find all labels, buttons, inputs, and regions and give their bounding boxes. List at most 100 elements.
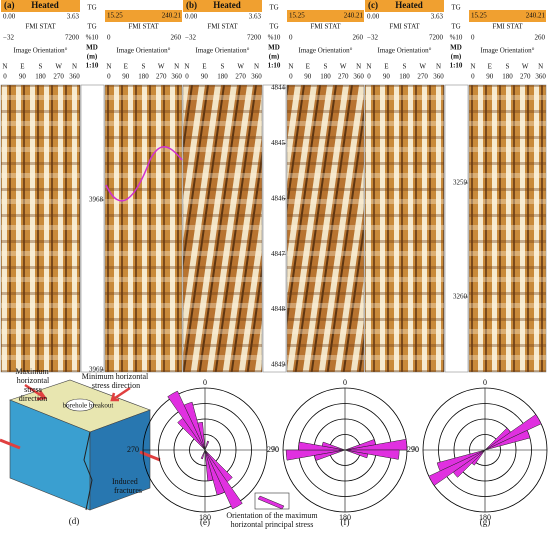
depth-label: 3969 xyxy=(89,366,104,374)
rose-petal xyxy=(484,414,542,451)
depth-label: 4845 xyxy=(271,139,286,147)
direction: S xyxy=(221,63,225,71)
depth-label: 3259 xyxy=(453,179,468,187)
degree: 90 xyxy=(201,73,209,81)
range-max: 7200 xyxy=(429,34,444,42)
rose-petal xyxy=(314,449,346,461)
header-bar xyxy=(469,10,546,22)
track-code: TG xyxy=(269,23,278,31)
rose-petal xyxy=(204,449,233,483)
degree: 360 xyxy=(433,73,444,81)
panel-label: (b) xyxy=(186,0,197,10)
direction: N xyxy=(470,63,475,71)
degree: 180 xyxy=(502,73,513,81)
range-min: −32 xyxy=(3,34,14,42)
tool-name: FMI STAT xyxy=(492,23,523,31)
track-code: TG xyxy=(269,4,278,12)
track-code: TG xyxy=(87,4,96,12)
track-title: Heated xyxy=(31,0,59,10)
degree: 0 xyxy=(185,73,189,81)
range-min: −32 xyxy=(367,34,378,42)
degree: 0 xyxy=(3,73,7,81)
scale-max: 240.21 xyxy=(344,12,364,20)
rose-petal xyxy=(177,417,206,451)
rose-petal xyxy=(167,390,206,451)
legend-box xyxy=(254,492,290,510)
depth-label: 4846 xyxy=(271,194,286,202)
rose-tick: 90 xyxy=(411,445,419,454)
direction: E xyxy=(488,63,492,71)
panel-label: (f) xyxy=(341,517,350,527)
degree: 270 xyxy=(53,73,64,81)
direction: E xyxy=(384,63,388,71)
rose-petal xyxy=(204,449,225,496)
rose-tick: 90 xyxy=(271,445,279,454)
block-side xyxy=(89,409,151,511)
direction: N xyxy=(174,63,179,71)
md-label: MD xyxy=(86,44,98,52)
degree: 360 xyxy=(171,73,182,81)
rose-petal xyxy=(204,440,210,451)
md-label: (m) xyxy=(451,53,462,61)
degree: 0 xyxy=(367,73,371,81)
rose-petal xyxy=(428,449,486,486)
track-unit: %10 xyxy=(86,34,99,42)
min-stress-label: Minimum horizontal stress direction xyxy=(82,372,149,390)
range-max: 260 xyxy=(535,34,546,42)
bedding-overlay xyxy=(183,85,262,372)
legend-petal xyxy=(257,495,285,510)
rose-petal xyxy=(344,439,376,451)
track-code: TG xyxy=(451,4,460,12)
scale-min: 15.25 xyxy=(471,12,487,20)
tool-name: FMI STAT xyxy=(310,23,341,31)
track-title: Heated xyxy=(213,0,241,10)
direction: S xyxy=(39,63,43,71)
rose-tick: 0 xyxy=(343,378,347,387)
rose-petal xyxy=(344,449,369,459)
legend-text: Orientation of the maximum xyxy=(226,511,318,520)
direction: W xyxy=(522,63,529,71)
range-max: 260 xyxy=(171,34,182,42)
bedding-overlay xyxy=(287,85,364,372)
degree: 90 xyxy=(383,73,391,81)
rose-petal xyxy=(183,401,206,451)
borehole xyxy=(65,398,95,412)
fracture xyxy=(83,431,93,511)
rose-petal xyxy=(484,427,511,451)
direction: N xyxy=(72,63,77,71)
track-code: TG xyxy=(451,23,460,31)
arrow-front xyxy=(0,438,21,450)
degree: 180 xyxy=(320,73,331,81)
direction: E xyxy=(124,63,128,71)
track-title: Heated xyxy=(395,0,423,10)
direction: E xyxy=(306,63,310,71)
depth-label: 4844 xyxy=(271,84,286,92)
scale-max: 3.63 xyxy=(431,13,444,21)
direction: N xyxy=(184,63,189,71)
rose-petal xyxy=(200,449,206,460)
fractures-label: Induced fractures xyxy=(112,477,142,495)
tool-name: FMI STAT xyxy=(207,23,238,31)
depth-label: 3260 xyxy=(453,293,468,301)
direction: W xyxy=(419,63,426,71)
scale-max: 240.21 xyxy=(526,12,546,20)
md-label: 1:10 xyxy=(268,62,281,70)
scale-min: 15.25 xyxy=(107,12,123,20)
direction: S xyxy=(324,63,328,71)
header-bar xyxy=(105,10,182,22)
direction: W xyxy=(158,63,165,71)
max-stress-label: Maximum horizontal stress direction xyxy=(15,367,50,403)
direction: N xyxy=(254,63,259,71)
degree: 90 xyxy=(486,73,494,81)
rose-petal xyxy=(321,441,346,451)
depth-label: 3968 xyxy=(89,196,104,204)
md-label: MD xyxy=(268,44,280,52)
arrow-max xyxy=(24,383,48,401)
degree: 270 xyxy=(156,73,167,81)
degree: 270 xyxy=(520,73,531,81)
degree: 90 xyxy=(304,73,312,81)
direction: N xyxy=(538,63,543,71)
direction: N xyxy=(356,63,361,71)
direction: E xyxy=(202,63,206,71)
